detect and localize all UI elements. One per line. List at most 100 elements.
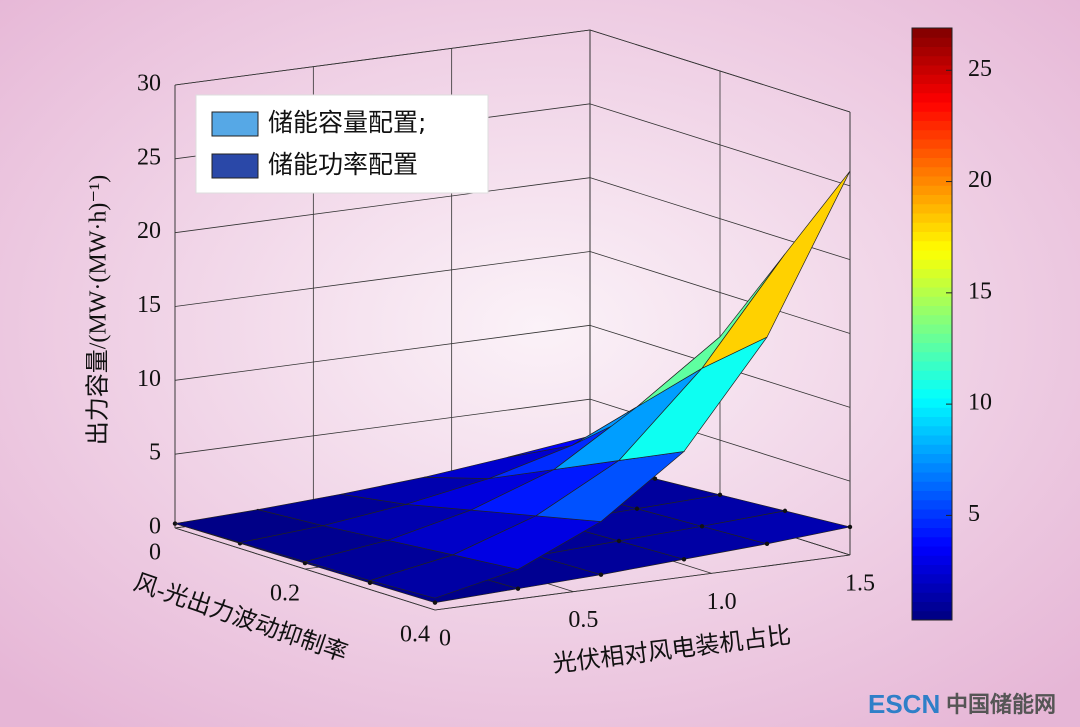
colorbar-band [912, 83, 952, 94]
colorbar-band [912, 546, 952, 556]
colorbar-tick-label: 25 [968, 56, 992, 82]
colorbar-band [912, 351, 952, 362]
colorbar-band [912, 518, 952, 528]
y-tick-label: 0.2 [270, 581, 300, 607]
colorbar-band [912, 398, 952, 408]
colorbar-tick-label: 15 [968, 278, 992, 304]
grid-line [174, 398, 591, 455]
colorbar-band [912, 148, 952, 158]
grid-line [589, 251, 851, 334]
surface-point [717, 492, 723, 498]
colorbar-band [912, 102, 952, 112]
colorbar-band [912, 259, 952, 269]
surfaces [172, 170, 853, 605]
colorbar-band [912, 296, 952, 306]
watermark-text: 中国储能网 [946, 692, 1056, 718]
legend-label: 储能容量配置; [268, 108, 426, 137]
colorbar-band [912, 462, 952, 473]
surface-point [681, 557, 687, 562]
y-tick-label: 0 [149, 540, 161, 566]
colorbar-band [912, 185, 952, 195]
z-tick-label: 0 [149, 514, 161, 540]
colorbar-band [912, 213, 952, 223]
surface-point [598, 572, 604, 577]
colorbar-band [912, 342, 952, 353]
labels: 0 5 10 15 20 25 30 0 0.5 1.0 1.5 0 0.2 0.4 [137, 71, 875, 652]
colorbar-band [912, 453, 952, 464]
colorbar-band [912, 472, 952, 482]
x-tick-label: 0.5 [568, 607, 598, 633]
colorbar-band [912, 388, 952, 399]
colorbar-band [912, 610, 952, 621]
grid-line [589, 29, 851, 113]
colorbar-band [912, 573, 952, 584]
grid-line [174, 29, 591, 86]
colorbar-band [912, 157, 952, 168]
colorbar-band [912, 425, 952, 436]
colorbar-band [912, 583, 952, 593]
legend: 储能容量配置; 储能功率配置 [211, 108, 426, 179]
y-tick-label: 0.4 [400, 622, 430, 648]
colorbar-band [912, 111, 952, 121]
colorbar: 5 10 15 20 25 [911, 27, 992, 621]
colorbar-tick-label: 10 [968, 390, 992, 416]
colorbar-band [912, 601, 952, 612]
colorbar-band [912, 28, 952, 38]
colorbar-band [912, 37, 952, 47]
colorbar-band [912, 370, 952, 380]
x-tick-label: 1.5 [845, 571, 875, 597]
z-tick-label: 30 [137, 71, 161, 97]
surface-face [701, 170, 851, 369]
grid-line [174, 177, 591, 234]
grid-line [174, 324, 591, 381]
colorbar-band [912, 120, 952, 131]
colorbar-band [912, 65, 952, 75]
colorbar-band [912, 203, 952, 214]
surface-point [515, 586, 521, 591]
grid-line [434, 554, 851, 611]
colorbar-band [912, 509, 952, 519]
grid-line [174, 251, 591, 307]
legend-swatch [211, 111, 259, 137]
legend-label: 储能功率配置 [268, 150, 418, 179]
colorbar-band [912, 74, 952, 84]
colorbar-band [912, 166, 952, 177]
x-tick-label: 1.0 [707, 589, 737, 615]
colorbar-band [912, 481, 952, 491]
colorbar-band [912, 55, 952, 66]
colorbar-band [912, 379, 952, 390]
colorbar-band [912, 444, 952, 454]
colorbar-band [912, 277, 952, 288]
z-tick-label: 5 [149, 440, 161, 466]
colorbar-band [912, 222, 952, 232]
z-tick-label: 20 [137, 218, 161, 244]
surface-point [782, 508, 788, 514]
colorbar-band [912, 490, 952, 501]
colorbar-band [912, 592, 952, 602]
z-axis-title: 出力容量/(MW·(MW·h)⁻¹) [85, 175, 112, 445]
colorbar-tick-label: 20 [968, 167, 992, 193]
colorbar-band [912, 305, 952, 316]
colorbar-band [912, 46, 952, 57]
colorbar-band [912, 139, 952, 149]
grid-line [589, 103, 851, 187]
colorbar-band [912, 333, 952, 343]
colorbar-band [912, 314, 952, 325]
x-tick-label: 0 [439, 626, 451, 652]
colorbar-tick-label: 5 [968, 501, 980, 527]
colorbar-band [912, 231, 952, 242]
surface-point [367, 580, 373, 586]
colorbar-band [912, 240, 952, 251]
surface-point [432, 600, 438, 605]
surface-point [634, 506, 640, 511]
colorbar-band [912, 527, 952, 538]
colorbar-band [912, 92, 952, 103]
z-tick-label: 10 [137, 366, 161, 392]
legend-swatch [211, 153, 259, 179]
z-tick-label: 15 [137, 292, 161, 318]
colorbar-band [912, 176, 952, 186]
colorbar-band [912, 268, 952, 279]
